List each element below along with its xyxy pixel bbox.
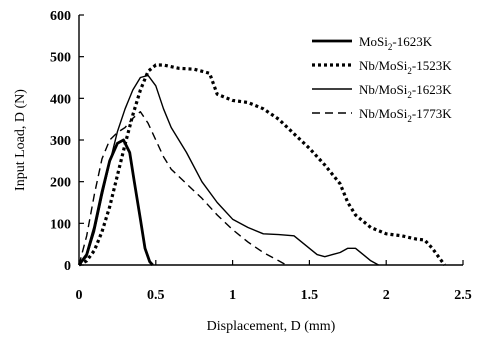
x-axis-label: Displacement, D (mm): [207, 319, 336, 334]
x-tick-label: 1: [229, 288, 236, 303]
y-ticks: 0 100 200 300 400 500 600: [50, 9, 84, 274]
axes: 0 100 200 300 400 500 600 0 0.5 1 1.5 2 2.5: [50, 9, 472, 303]
series-line-2: [78, 63, 446, 267]
series-line-4: [78, 111, 287, 266]
y-tick-label: 400: [50, 92, 71, 107]
x-tick-label: 2: [383, 288, 390, 303]
series-line-3: [78, 74, 379, 266]
y-tick-label: 600: [50, 9, 71, 24]
legend-label: Nb/MoSi2-1623K: [359, 82, 452, 100]
y-tick-label: 500: [50, 51, 71, 66]
legend-label: MoSi2-1623K: [359, 34, 433, 52]
x-tick-label: 1.5: [301, 288, 319, 303]
legend-label: Nb/MoSi2-1523K: [359, 58, 452, 76]
series-layer: [77, 63, 446, 267]
y-tick-label: 300: [50, 134, 71, 149]
series-line-1: [77, 138, 154, 266]
y-tick-label: 0: [64, 259, 71, 274]
x-tick-label: 0: [76, 288, 83, 303]
y-axis-label: Input Load, D (N): [13, 89, 28, 191]
legend: MoSi2-1623K Nb/MoSi2-1523K Nb/MoSi2-1623K N…: [312, 34, 452, 124]
x-tick-label: 0.5: [147, 288, 165, 303]
x-ticks: 0 0.5 1 1.5 2 2.5: [76, 260, 472, 303]
legend-label: Nb/MoSi2-1773K: [359, 106, 452, 124]
y-tick-label: 100: [50, 217, 71, 232]
x-tick-label: 2.5: [454, 288, 472, 303]
y-tick-label: 200: [50, 176, 71, 191]
